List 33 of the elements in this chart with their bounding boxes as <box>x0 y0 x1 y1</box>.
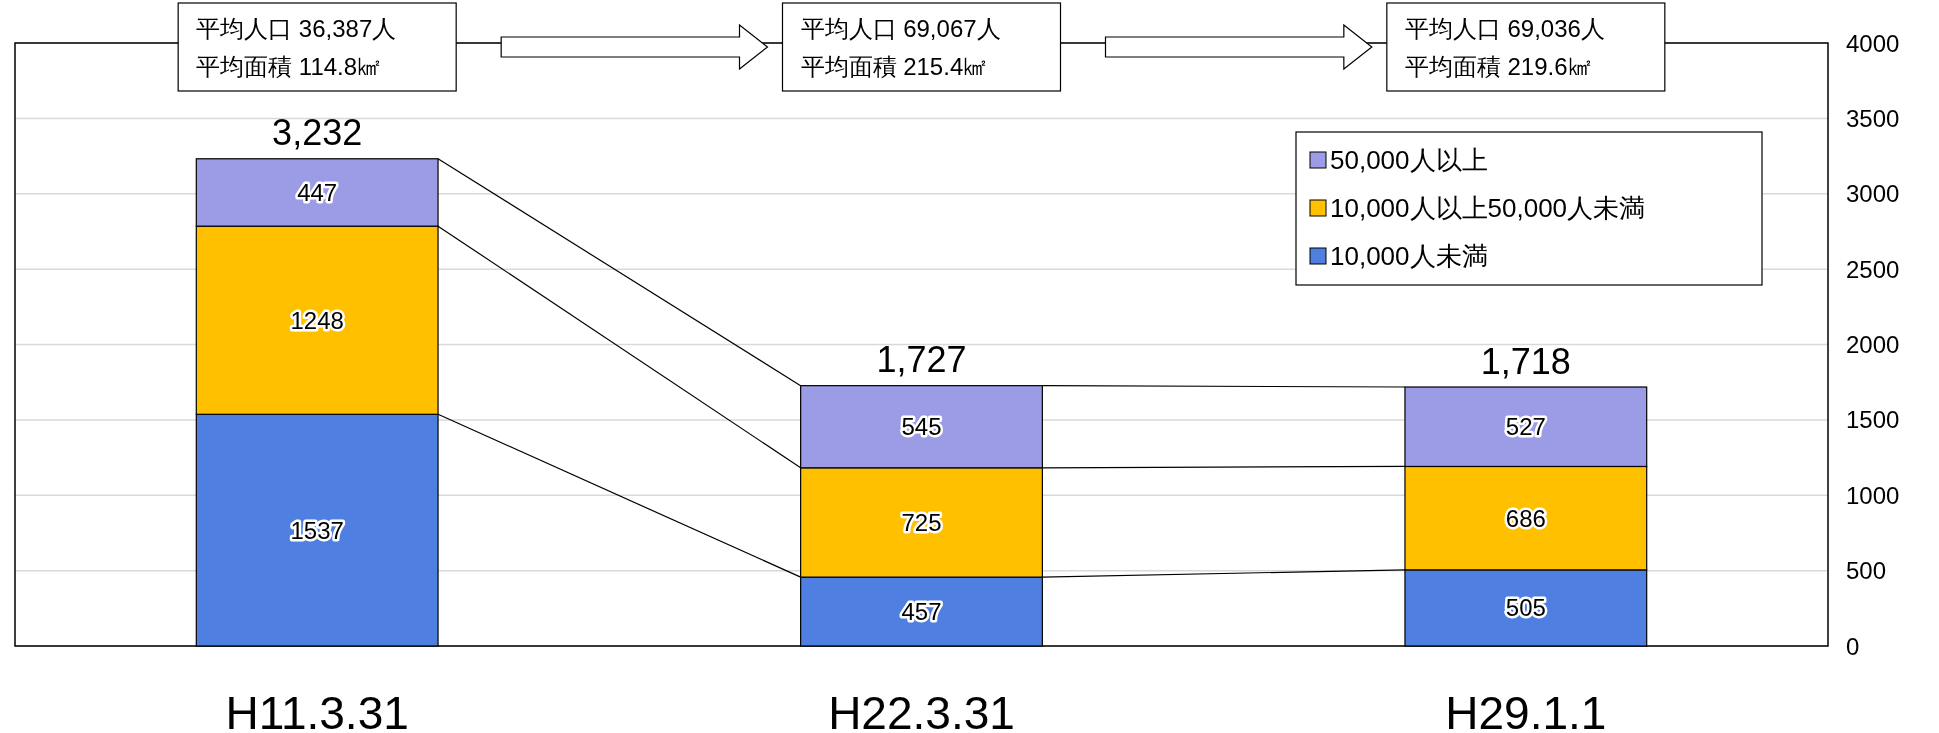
y-tick-label: 0 <box>1846 632 1860 660</box>
total-label: 1,727 <box>876 339 967 381</box>
y-tick-label: 2000 <box>1846 331 1900 358</box>
y-tick-label: 1500 <box>1846 406 1900 434</box>
data-label: 527 <box>1505 413 1546 441</box>
total-label: 1,718 <box>1480 340 1571 382</box>
y-tick-label: 500 <box>1846 557 1887 585</box>
text: 平均人口 69,036人 <box>1404 14 1605 42</box>
data-label: 725 <box>901 508 942 536</box>
text: 平均人口 36,387人 <box>196 14 397 42</box>
x-tick-label: H22.3.31 <box>828 687 1015 733</box>
y-tick-label: 3500 <box>1846 104 1900 132</box>
x-tick-label: H11.3.31 <box>225 687 409 733</box>
y-tick-label: 4000 <box>1846 29 1900 57</box>
x-tick-label: H29.1.1 <box>1445 687 1607 733</box>
data-label: 447 <box>297 178 338 206</box>
total-label: 3,232 <box>272 112 363 154</box>
annotation: 平均面積 219.6㎢ <box>1404 52 1592 80</box>
legend-label: 10,000人以上50,000人未満 <box>1330 193 1646 223</box>
data-label: 505 <box>1505 594 1546 622</box>
data-label: 1537 <box>290 516 344 544</box>
legend-label: 10,000人未満 <box>1330 241 1488 271</box>
y-tick-label: 1000 <box>1846 481 1900 509</box>
annotation: 平均面積 215.4㎢ <box>800 52 988 80</box>
data-label: 686 <box>1505 504 1546 532</box>
y-tick-label: 3000 <box>1846 180 1900 208</box>
y-tick-label: 2500 <box>1846 255 1900 283</box>
annotation: 平均面積 114.8㎢ <box>196 52 382 80</box>
data-label: 1248 <box>290 306 344 334</box>
data-label: 545 <box>901 413 942 441</box>
legend-label: 50,000人以上 <box>1330 145 1488 175</box>
text: 平均人口 69,067人 <box>800 14 1001 42</box>
data-label: 457 <box>901 598 942 626</box>
